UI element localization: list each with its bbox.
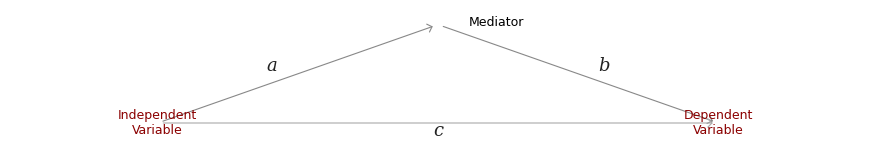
Text: Dependent
Variable: Dependent Variable xyxy=(683,109,753,137)
Text: Independent
Variable: Independent Variable xyxy=(118,109,197,137)
Text: a: a xyxy=(266,57,277,75)
Text: b: b xyxy=(598,57,611,75)
Text: c: c xyxy=(433,122,443,140)
Text: Mediator: Mediator xyxy=(469,16,524,30)
